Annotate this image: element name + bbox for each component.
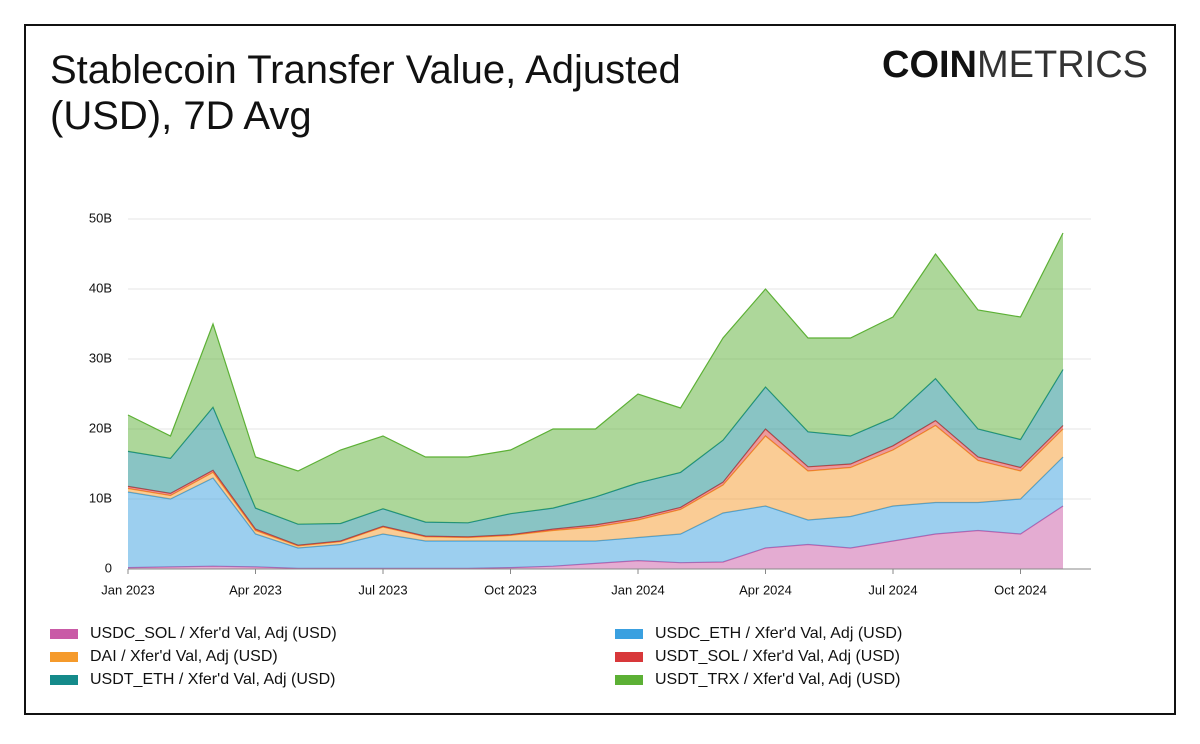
- legend-label: USDC_SOL / Xfer'd Val, Adj (USD): [90, 625, 337, 642]
- brand-light: METRICS: [977, 44, 1148, 86]
- y-tick-label: 10B: [89, 490, 112, 505]
- y-tick-label: 0: [105, 560, 112, 575]
- legend-item: DAI / Xfer'd Val, Adj (USD): [50, 648, 278, 665]
- y-tick-label: 30B: [89, 350, 112, 365]
- legend-item: USDT_ETH / Xfer'd Val, Adj (USD): [50, 671, 335, 688]
- area: [128, 425, 1063, 548]
- brand-bold: COIN: [882, 44, 977, 86]
- x-tick-label: Jul 2024: [868, 582, 917, 597]
- x-tick-label: Apr 2024: [739, 582, 792, 597]
- x-tick-label: Jul 2023: [358, 582, 407, 597]
- x-tick-label: Oct 2023: [484, 582, 537, 597]
- legend-label: USDT_ETH / Xfer'd Val, Adj (USD): [90, 671, 335, 688]
- area: [128, 506, 1063, 569]
- legend-swatch: [615, 652, 643, 662]
- legend-label: DAI / Xfer'd Val, Adj (USD): [90, 648, 278, 665]
- area: [128, 369, 1063, 546]
- legend-label: USDT_SOL / Xfer'd Val, Adj (USD): [655, 648, 900, 665]
- chart-title: Stablecoin Transfer Value, Adjusted (USD)…: [50, 48, 681, 138]
- x-tick-label: Jan 2023: [101, 582, 155, 597]
- legend-item: USDT_SOL / Xfer'd Val, Adj (USD): [615, 648, 900, 665]
- x-tick-label: Jan 2024: [611, 582, 665, 597]
- x-tick-label: Apr 2023: [229, 582, 282, 597]
- legend-swatch: [615, 675, 643, 685]
- legend-swatch: [50, 629, 78, 639]
- x-tick-label: Oct 2024: [994, 582, 1047, 597]
- y-tick-label: 50B: [89, 210, 112, 225]
- legend-swatch: [50, 675, 78, 685]
- area-edge: [127, 232, 1064, 472]
- legend-label: USDT_TRX / Xfer'd Val, Adj (USD): [655, 671, 900, 688]
- legend-label: USDC_ETH / Xfer'd Val, Adj (USD): [655, 625, 902, 642]
- y-tick-label: 20B: [89, 420, 112, 435]
- legend-swatch: [615, 629, 643, 639]
- legend-item: USDC_SOL / Xfer'd Val, Adj (USD): [50, 625, 337, 642]
- legend-item: USDC_ETH / Xfer'd Val, Adj (USD): [615, 625, 902, 642]
- legend-item: USDT_TRX / Xfer'd Val, Adj (USD): [615, 671, 900, 688]
- brand-logo: COINMETRICS: [882, 44, 1148, 86]
- legend-swatch: [50, 652, 78, 662]
- y-tick-label: 40B: [89, 280, 112, 295]
- area: [128, 233, 1063, 525]
- area: [128, 457, 1063, 569]
